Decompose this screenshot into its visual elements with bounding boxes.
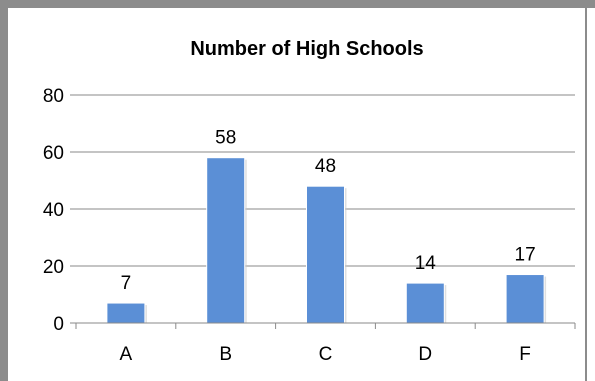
x-tick-label: C [319,344,333,365]
bar-B [206,157,246,324]
data-label: 58 [215,128,236,149]
chart-border [8,8,587,381]
x-tick-label: D [418,344,432,365]
bar-F [505,274,545,324]
bar-D [405,282,445,324]
x-tick-label: F [519,344,531,365]
x-tick-label: B [219,344,232,365]
y-tick-label: 60 [43,143,64,164]
frame-top-edge [0,0,595,8]
data-label: 48 [315,156,336,177]
chart-title: Number of High Schools [190,38,423,60]
data-labels: 7 58 48 14 17 [121,128,536,294]
bars [106,157,547,324]
y-tick-label: 80 [43,86,64,107]
frame-left-edge [0,0,8,381]
bar-A [106,302,146,324]
x-tick-label: A [120,344,133,365]
y-axis-ticks: 0 20 40 60 80 [43,86,64,335]
y-tick-label: 40 [43,200,64,221]
y-tick-label: 0 [53,314,64,335]
y-tick-label: 20 [43,257,64,278]
bar-C [306,185,345,324]
data-label: 7 [121,273,132,294]
data-label: 14 [415,253,437,274]
data-label: 17 [515,245,536,266]
x-axis [75,322,576,329]
